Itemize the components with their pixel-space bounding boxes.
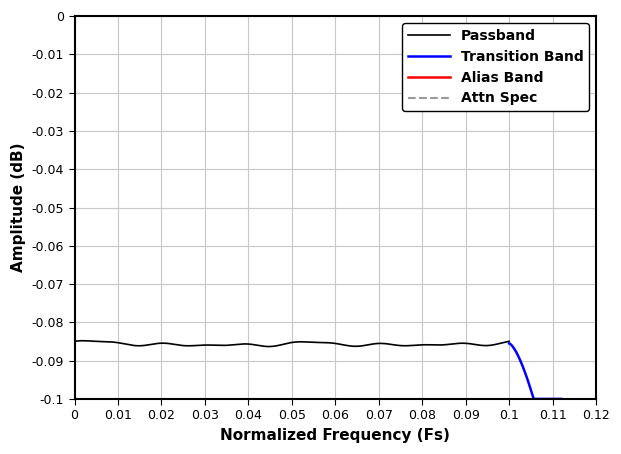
- Passband: [71, 339, 78, 344]
- Transition Band: [550, 396, 557, 402]
- Transition Band: [537, 396, 544, 402]
- X-axis label: Normalized Frequency (Fs): Normalized Frequency (Fs): [220, 428, 450, 443]
- Legend: Passband, Transition Band, Alias Band, Attn Spec: Passband, Transition Band, Alias Band, A…: [402, 23, 589, 111]
- Line: Transition Band: Transition Band: [509, 343, 561, 399]
- Transition Band: [505, 340, 513, 346]
- Transition Band: [558, 396, 565, 402]
- Y-axis label: Amplitude (dB): Amplitude (dB): [11, 143, 26, 272]
- Passband: [271, 343, 278, 349]
- Passband: [493, 341, 501, 347]
- Passband: [493, 341, 501, 347]
- Line: Passband: Passband: [75, 340, 509, 346]
- Transition Band: [530, 396, 537, 402]
- Passband: [93, 339, 101, 344]
- Passband: [505, 339, 513, 344]
- Transition Band: [553, 396, 560, 402]
- Transition Band: [537, 396, 545, 402]
- Passband: [414, 342, 421, 348]
- Passband: [265, 344, 273, 349]
- Transition Band: [537, 396, 544, 402]
- Passband: [79, 338, 86, 343]
- Transition Band: [505, 340, 513, 346]
- Passband: [283, 341, 290, 346]
